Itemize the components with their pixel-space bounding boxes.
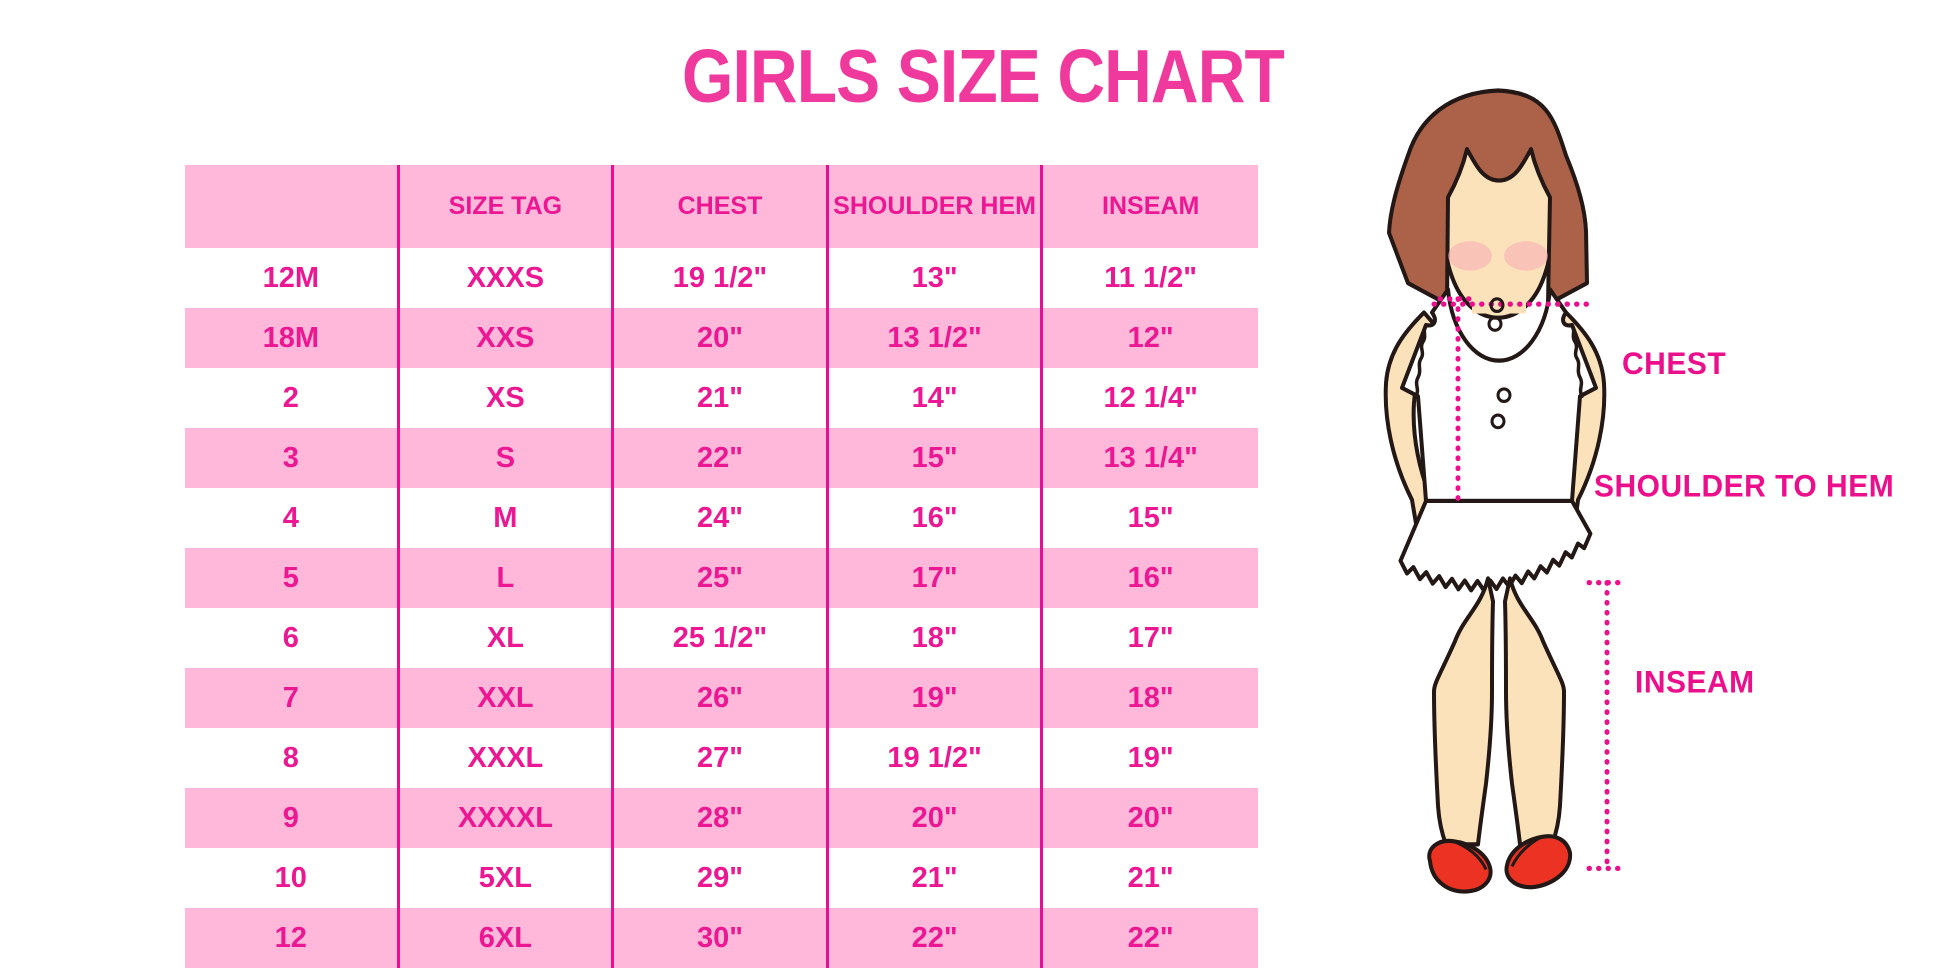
svg-text:CHEST: CHEST [1622, 346, 1726, 382]
svg-text:SHOULDER TO HEM: SHOULDER TO HEM [1594, 468, 1894, 504]
svg-text:INSEAM: INSEAM [1635, 664, 1755, 700]
